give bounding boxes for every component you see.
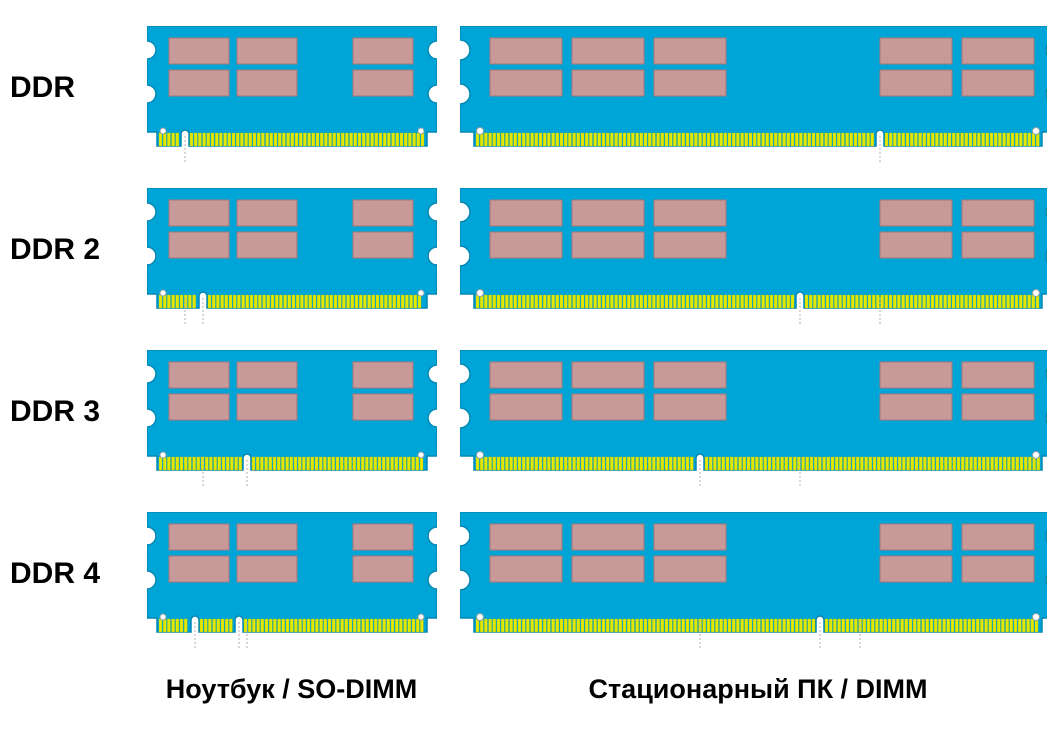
sodimm-module [147,350,437,474]
col-label-dimm: Стационарный ПК / DIMM [458,674,1047,705]
row-label: DDR 2 [10,180,125,320]
guide-lines [147,298,437,324]
row-label: DDR 4 [10,504,125,644]
dimm-cell [458,342,1047,482]
sodimm-cell [145,504,438,644]
guide-lines [460,460,1047,486]
dimm-module [460,512,1047,636]
row-label: DDR [10,18,125,158]
guide-lines [147,136,437,162]
sodimm-module [147,188,437,312]
sodimm-cell [145,180,438,320]
guide-lines [147,622,437,648]
guide-lines [147,460,437,486]
dimm-module [460,26,1047,150]
dimm-cell [458,180,1047,320]
sodimm-cell [145,18,438,158]
dimm-cell [458,504,1047,644]
sodimm-cell [145,342,438,482]
dimm-module [460,188,1047,312]
col-label-sodimm: Ноутбук / SO-DIMM [145,674,438,705]
guide-lines [460,136,1047,162]
dimm-cell [458,18,1047,158]
row-label: DDR 3 [10,342,125,482]
sodimm-module [147,512,437,636]
guide-lines [460,298,1047,324]
guide-lines [460,622,1047,648]
dimm-module [460,350,1047,474]
sodimm-module [147,26,437,150]
